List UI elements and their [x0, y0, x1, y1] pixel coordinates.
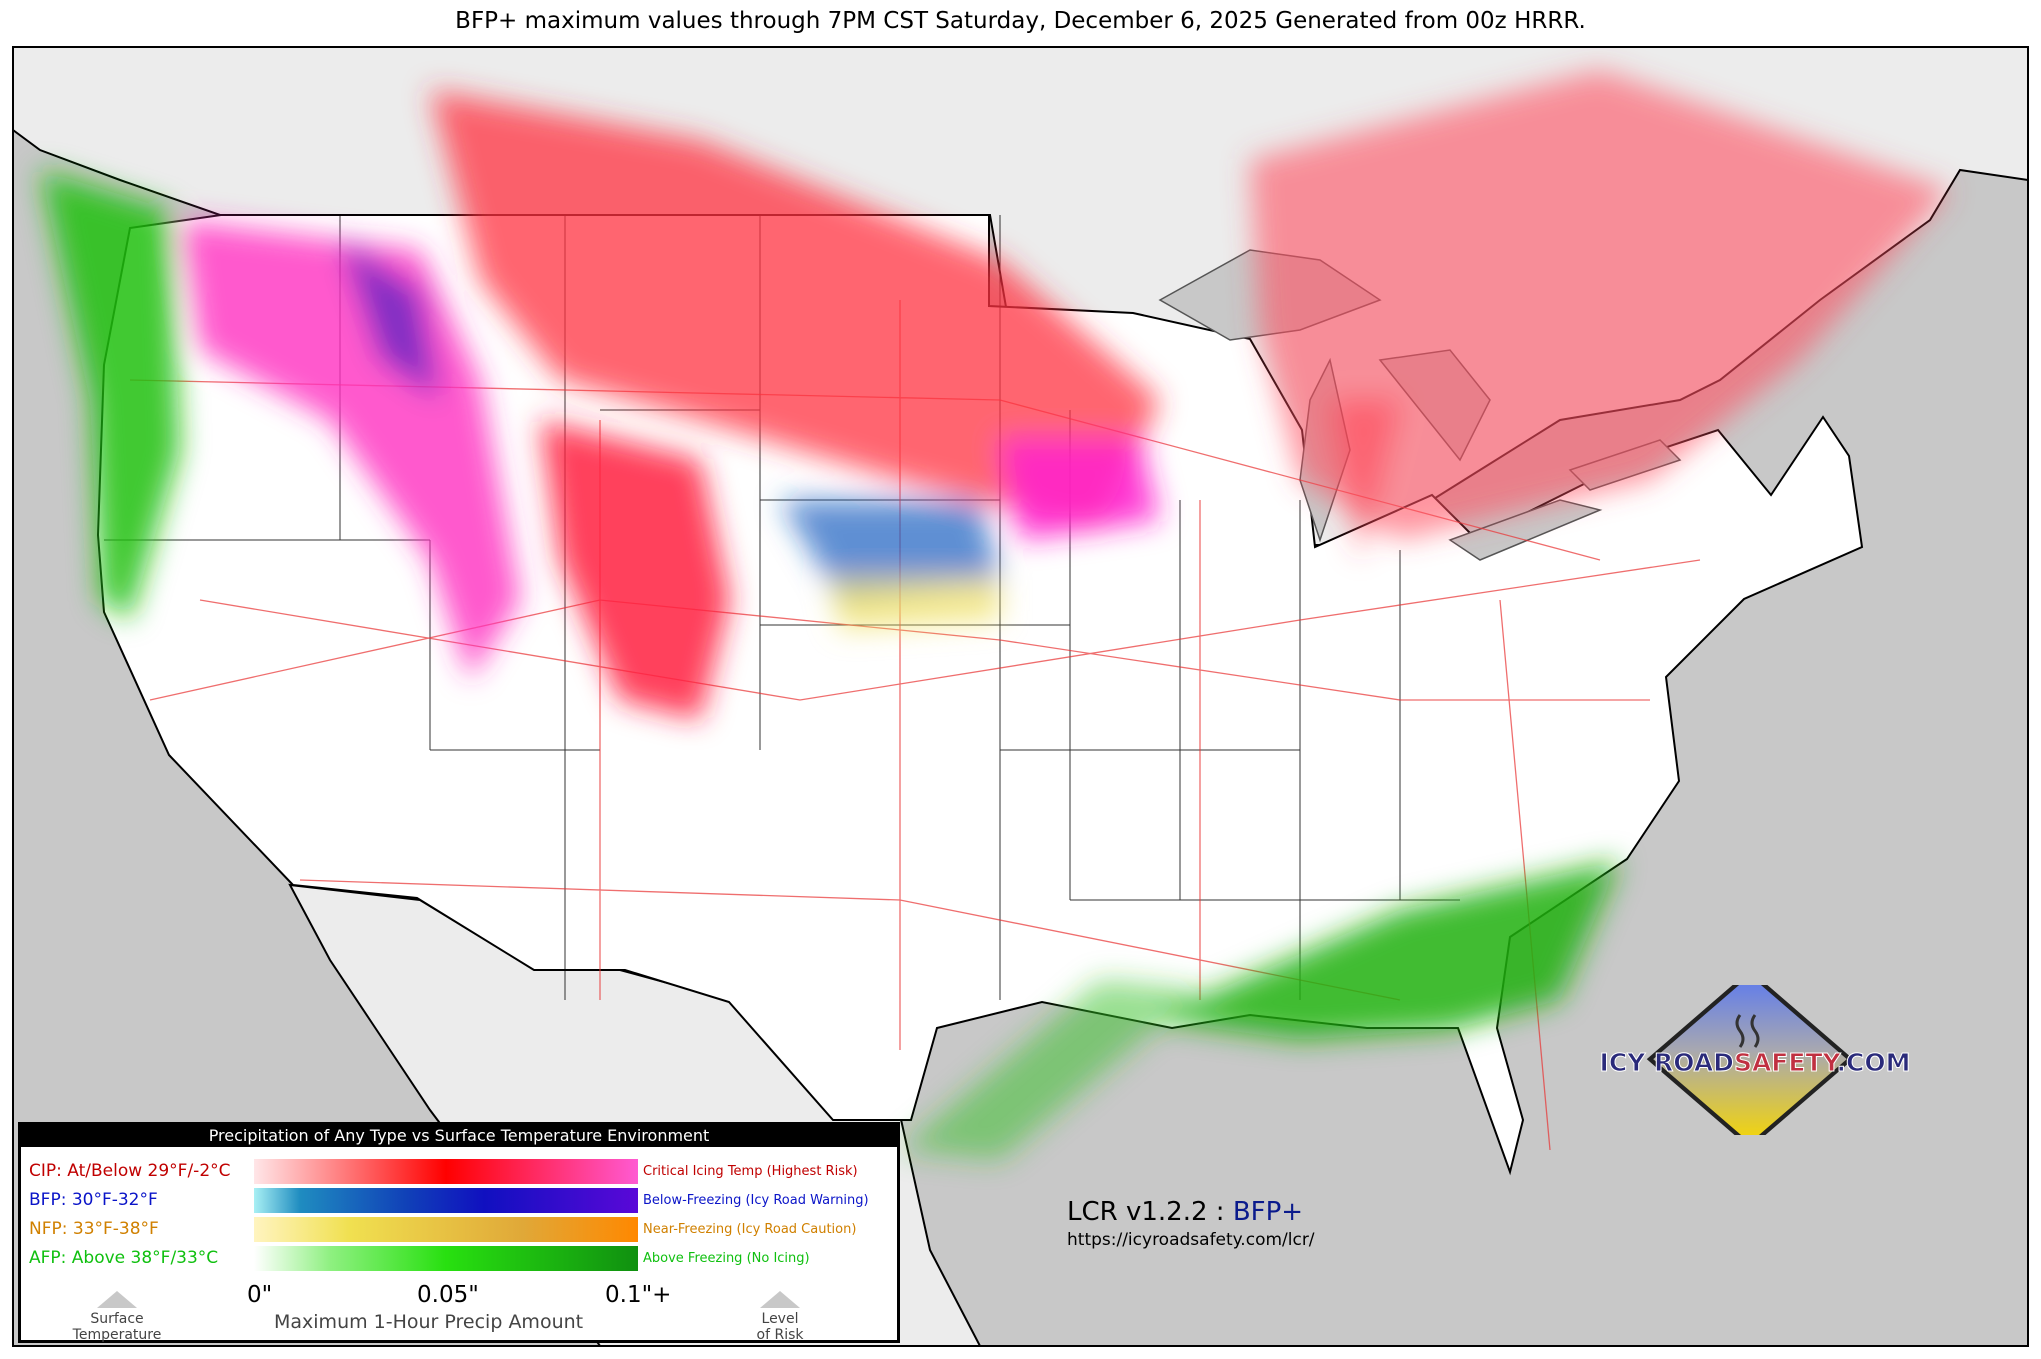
legend-row-bfp: BFP: 30°F-32°F Below-Freezing (Icy Road …: [21, 1188, 897, 1213]
legend-desc-cip: Critical Icing Temp (Highest Risk): [643, 1164, 858, 1179]
icy-road-safety-logo: ICY ROADSAFETY.COM: [1600, 985, 1910, 1135]
axis-label: Maximum 1-Hour Precip Amount: [274, 1311, 584, 1333]
surface-temp-label-line1: Surface: [90, 1311, 144, 1327]
legend-desc-afp: Above Freezing (No Icing): [643, 1251, 810, 1266]
legend-label-afp: AFP: Above 38°F/33°C: [29, 1248, 219, 1268]
precip-overlay: [40, 70, 1950, 1160]
version-text: LCR v1.2.2 :: [1067, 1197, 1225, 1227]
product-name: BFP+: [1232, 1197, 1304, 1227]
tick-005: 0.05": [417, 1282, 479, 1308]
risk-label: Level of Risk: [741, 1311, 819, 1343]
version-label: LCR v1.2.2 : BFP+: [1067, 1197, 1303, 1227]
legend-row-cip: CIP: At/Below 29°F/-2°C Critical Icing T…: [21, 1159, 897, 1184]
legend: Precipitation of Any Type vs Surface Tem…: [18, 1122, 900, 1343]
legend-header: Precipitation of Any Type vs Surface Tem…: [21, 1125, 897, 1147]
map-frame: [12, 46, 2029, 1347]
legend-desc-bfp: Below-Freezing (Icy Road Warning): [643, 1193, 869, 1208]
risk-label-line1: Level: [761, 1311, 799, 1327]
map-title: BFP+ maximum values through 7PM CST Satu…: [455, 8, 1586, 34]
surface-temp-label-line2: Temperature: [72, 1327, 162, 1343]
surface-temp-arrow-icon: [97, 1291, 137, 1308]
legend-desc-nfp: Near-Freezing (Icy Road Caution): [643, 1222, 857, 1237]
logo-text: ICY ROADSAFETY.COM: [1600, 1048, 1910, 1077]
tick-01: 0.1"+: [605, 1282, 672, 1308]
gradient-bar-nfp: [254, 1217, 638, 1242]
legend-label-nfp: NFP: 33°F-38°F: [29, 1219, 159, 1239]
legend-row-afp: AFP: Above 38°F/33°C Above Freezing (No …: [21, 1246, 897, 1271]
gradient-bar-cip: [254, 1159, 638, 1184]
gradient-bar-afp: [254, 1246, 638, 1271]
legend-label-bfp: BFP: 30°F-32°F: [29, 1190, 158, 1210]
surface-temp-label: Surface Temperature: [61, 1311, 173, 1343]
risk-arrow-icon: [760, 1291, 800, 1308]
legend-row-nfp: NFP: 33°F-38°F Near-Freezing (Icy Road C…: [21, 1217, 897, 1242]
gradient-bar-bfp: [254, 1188, 638, 1213]
site-url: https://icyroadsafety.com/lcr/: [1067, 1230, 1315, 1250]
risk-label-line2: of Risk: [756, 1327, 804, 1343]
tick-0: 0": [247, 1282, 273, 1308]
legend-label-cip: CIP: At/Below 29°F/-2°C: [29, 1161, 231, 1181]
